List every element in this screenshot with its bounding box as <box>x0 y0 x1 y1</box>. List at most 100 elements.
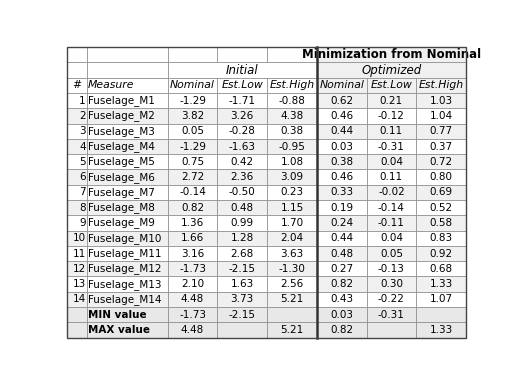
Bar <box>417 93 466 108</box>
Bar <box>417 231 466 246</box>
Bar <box>367 108 417 123</box>
Text: 0.11: 0.11 <box>380 172 403 182</box>
Text: 0.58: 0.58 <box>430 218 453 228</box>
Text: 1.70: 1.70 <box>280 218 304 228</box>
Text: 1.03: 1.03 <box>430 96 453 106</box>
Bar <box>167 139 217 154</box>
Text: -0.14: -0.14 <box>378 203 405 213</box>
Bar <box>67 47 87 62</box>
Text: 0.83: 0.83 <box>430 233 453 243</box>
Bar <box>67 292 87 307</box>
Bar <box>167 93 217 108</box>
Bar <box>417 277 466 292</box>
Text: 0.37: 0.37 <box>430 142 453 152</box>
Bar <box>217 123 267 139</box>
Text: 3.73: 3.73 <box>230 295 254 304</box>
Text: 0.82: 0.82 <box>330 325 353 335</box>
Text: -1.29: -1.29 <box>179 142 206 152</box>
Text: -1.71: -1.71 <box>229 96 256 106</box>
Bar <box>317 231 367 246</box>
Text: 0.27: 0.27 <box>330 264 353 274</box>
Bar <box>217 322 267 338</box>
Bar <box>317 47 466 62</box>
Text: 3.26: 3.26 <box>230 111 254 121</box>
Text: MIN value: MIN value <box>88 310 147 320</box>
Bar <box>417 292 466 307</box>
Bar <box>267 108 317 123</box>
Bar <box>87 292 167 307</box>
Text: 0.46: 0.46 <box>330 172 353 182</box>
Bar <box>317 185 367 200</box>
Text: Initial: Initial <box>226 64 258 77</box>
Text: -0.31: -0.31 <box>378 310 405 320</box>
Bar <box>267 139 317 154</box>
Bar <box>267 246 317 261</box>
Text: -0.28: -0.28 <box>229 126 256 136</box>
Text: 3: 3 <box>79 126 86 136</box>
Text: 0.21: 0.21 <box>380 96 403 106</box>
Text: 0.52: 0.52 <box>430 203 453 213</box>
Bar <box>267 322 317 338</box>
Bar <box>417 246 466 261</box>
Bar <box>267 154 317 170</box>
Bar <box>87 62 167 78</box>
Text: 5.21: 5.21 <box>280 295 304 304</box>
Bar <box>87 261 167 277</box>
Bar <box>217 200 267 215</box>
Text: 10: 10 <box>72 233 86 243</box>
Bar <box>367 322 417 338</box>
Bar <box>87 139 167 154</box>
Text: Fuselage_M12: Fuselage_M12 <box>88 263 162 274</box>
Bar <box>417 185 466 200</box>
Text: 9: 9 <box>79 218 86 228</box>
Text: 0.38: 0.38 <box>330 157 353 167</box>
Bar <box>87 185 167 200</box>
Bar <box>267 292 317 307</box>
Text: 0.04: 0.04 <box>380 233 403 243</box>
Bar <box>317 322 367 338</box>
Text: Fuselage_M14: Fuselage_M14 <box>88 294 162 305</box>
Text: 0.11: 0.11 <box>380 126 403 136</box>
Bar <box>267 93 317 108</box>
Text: 0.48: 0.48 <box>231 203 254 213</box>
Bar <box>87 47 167 62</box>
Bar <box>317 277 367 292</box>
Text: Fuselage_M7: Fuselage_M7 <box>88 187 155 198</box>
Text: 1.04: 1.04 <box>430 111 453 121</box>
Text: 0.42: 0.42 <box>231 157 254 167</box>
Bar <box>167 292 217 307</box>
Bar <box>217 139 267 154</box>
Text: 2: 2 <box>79 111 86 121</box>
Text: 0.68: 0.68 <box>430 264 453 274</box>
Bar <box>317 154 367 170</box>
Bar <box>267 200 317 215</box>
Bar <box>67 123 87 139</box>
Bar <box>367 307 417 322</box>
Bar <box>367 261 417 277</box>
Bar <box>267 47 317 62</box>
Bar <box>67 307 87 322</box>
Bar <box>87 170 167 185</box>
Text: 2.10: 2.10 <box>181 279 204 289</box>
Text: 1: 1 <box>79 96 86 106</box>
Bar <box>167 215 217 231</box>
Text: 0.72: 0.72 <box>430 157 453 167</box>
Bar <box>217 215 267 231</box>
Bar <box>317 200 367 215</box>
Bar <box>367 154 417 170</box>
Bar <box>67 246 87 261</box>
Text: 0.44: 0.44 <box>330 233 353 243</box>
Bar <box>417 123 466 139</box>
Bar <box>167 78 217 93</box>
Bar <box>417 200 466 215</box>
Bar <box>167 277 217 292</box>
Text: 1.33: 1.33 <box>430 279 453 289</box>
Bar <box>267 307 317 322</box>
Bar <box>217 93 267 108</box>
Text: Est.Low: Est.Low <box>222 80 263 90</box>
Text: -0.13: -0.13 <box>378 264 405 274</box>
Bar <box>87 322 167 338</box>
Text: 11: 11 <box>72 248 86 259</box>
Bar <box>87 246 167 261</box>
Text: 2.68: 2.68 <box>230 248 254 259</box>
